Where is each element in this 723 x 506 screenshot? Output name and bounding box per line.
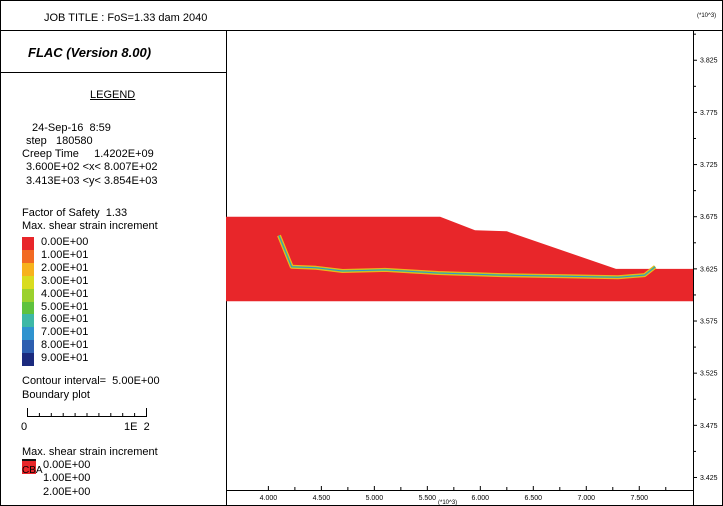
x-tick-label: 7.500: [631, 495, 649, 502]
x-tick-label: 6.500: [525, 495, 543, 502]
y-tick-label: 3.425: [700, 475, 718, 482]
legend-datetime: 24-Sep-16 8:59: [32, 122, 111, 134]
y-tick-label: 3.575: [700, 319, 718, 326]
legend-x-range: 3.600E+02 <x< 8.007E+02: [26, 161, 158, 173]
contour-level-label-0: 0.00E+00: [41, 236, 89, 248]
bottom-level-2: 2.00E+00: [43, 486, 91, 498]
legend-y-range: 3.413E+03 <y< 3.854E+03: [26, 175, 158, 187]
legend-contour-interval: Contour interval= 5.00E+00: [22, 375, 160, 387]
bottom-marker-label: CBA: [22, 465, 43, 476]
contour-swatch-8: [22, 340, 34, 354]
contour-level-label-5: 5.00E+01: [41, 300, 89, 313]
x-tick-label: 5.000: [366, 495, 384, 502]
contour-level-label-6: 6.00E+01: [41, 313, 89, 326]
scale-bar-minor-ticks: [38, 413, 136, 417]
legend-creep-time: Creep Time 1.4202E+09: [22, 148, 154, 160]
x-tick-label: 7.000: [578, 495, 596, 502]
contour-swatch-7: [22, 327, 34, 341]
contour-swatch-4: [22, 288, 34, 302]
y-tick-label: 3.725: [700, 162, 718, 169]
model-mesh: [226, 216, 693, 302]
job-title: JOB TITLE : FoS=1.33 dam 2040: [44, 12, 207, 24]
contour-swatch-0: [22, 237, 34, 250]
app-name: FLAC (Version 8.00): [28, 45, 151, 60]
y-axis-ticks: 3.825 3.775 3.725 3.675 3.625 3.575 3.525 3.475…: [693, 33, 718, 482]
bottom-level-0: 0.00E+00: [43, 459, 91, 471]
contour-swatch-3: [22, 275, 34, 289]
contour-swatch-5: [22, 301, 34, 315]
contour-swatch-1: [22, 249, 34, 263]
x-axis-ticks: 4.000 4.500 5.000 5.500 6.000 6.500 7.000 7.500: [260, 486, 667, 502]
shear-band-core: [278, 235, 656, 278]
legend-panel: LEGEND 24-Sep-16 8:59 step 180580 Creep …: [8, 0, 226, 506]
x-tick-label: 5.500: [419, 495, 437, 502]
y-tick-label: 3.625: [700, 266, 718, 273]
x-tick-label: 4.000: [260, 495, 278, 502]
contour-level-label-2: 2.00E+01: [41, 261, 89, 274]
x-axis-multiplier: (*10^3): [438, 500, 457, 506]
contour-swatch-2: [22, 262, 34, 276]
y-tick-label: 3.775: [700, 110, 718, 117]
x-tick-label: 4.500: [313, 495, 331, 502]
model-geometry: [226, 216, 693, 302]
bottom-level-1: 1.00E+00: [43, 472, 91, 484]
scale-right-label: 1E 2: [124, 421, 150, 433]
contour-level-label-9: 9.00E+01: [41, 352, 89, 365]
legend-boundary-plot: Boundary plot: [22, 389, 90, 401]
legend-factor-of-safety: Factor of Safety 1.33: [22, 207, 128, 219]
legend-heading: LEGEND: [90, 89, 136, 101]
contour-level-label-7: 7.00E+01: [41, 326, 89, 339]
contour-swatch-9: [22, 353, 34, 367]
legend-bottom-title: Max. shear strain increment: [22, 446, 158, 458]
y-tick-label: 3.675: [700, 214, 718, 221]
legend-step: step 180580: [26, 135, 93, 147]
y-tick-label: 3.525: [700, 371, 718, 378]
scale-bar: [27, 408, 147, 417]
bottom-marker-swatch: [22, 459, 36, 474]
contour-level-label-3: 3.00E+01: [41, 274, 89, 287]
contour-level-label-4: 4.00E+01: [41, 287, 89, 300]
legend-contour-title: Max. shear strain increment: [22, 220, 158, 232]
contour-swatch-6: [22, 314, 34, 328]
contour-level-label-8: 8.00E+01: [41, 339, 89, 352]
y-tick-label: 3.475: [700, 423, 718, 430]
y-axis-multiplier: (*10^3): [697, 13, 716, 19]
scale-left-label: 0: [21, 421, 28, 433]
y-tick-label: 3.825: [700, 58, 718, 65]
contour-level-label-1: 1.00E+01: [41, 248, 89, 261]
x-tick-label: 6.000: [472, 495, 490, 502]
